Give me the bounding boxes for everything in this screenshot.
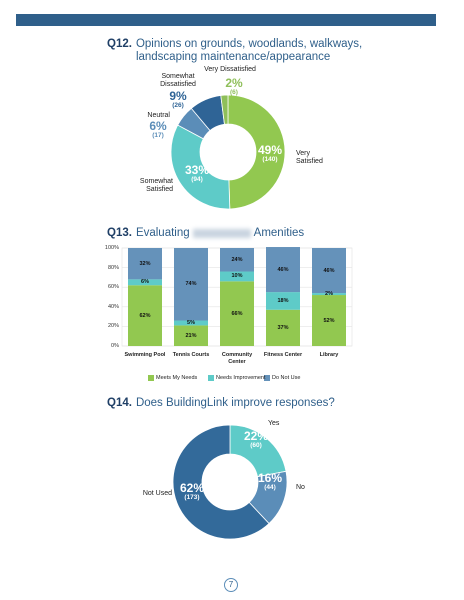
segment-count: (6) [230, 89, 238, 96]
segment-label: Somewhat Satisfied [139, 178, 173, 193]
y-tick-label: 0% [111, 343, 119, 349]
bar-value-label: 24% [231, 256, 243, 263]
segment-percent: 9% [169, 89, 187, 103]
question-text: Opinions on grounds, woodlands, walkways… [135, 38, 363, 63]
bar-segment [312, 295, 346, 346]
segment-count: (17) [152, 132, 164, 139]
donut-segment [227, 94, 286, 210]
donut-segment [172, 424, 270, 540]
segment-label: Neutral [147, 112, 170, 119]
segment-percent: 33% [184, 163, 210, 177]
segment-percent: 22% [243, 429, 269, 443]
x-tick-label: Swimming Pool [124, 352, 166, 358]
bar-segment [174, 248, 208, 321]
question-title: Q14. Does BuildingLink improve responses? [107, 397, 407, 410]
bar-segment [128, 279, 162, 286]
segment-count: (173) [184, 494, 200, 501]
question-text: Does BuildingLink improve responses? [135, 397, 335, 409]
bar-value-label: 21% [185, 332, 197, 339]
bar-segment [266, 247, 300, 293]
bar-value-label: 37% [277, 324, 289, 331]
segment-label: Very Satisfied [296, 150, 323, 165]
bar-value-label: 2% [325, 291, 333, 298]
question-number: Q12. [107, 38, 132, 50]
bar-value-label: 74% [185, 281, 197, 288]
header-banner [16, 14, 436, 26]
segment-percent: 49% [257, 143, 283, 157]
bar-value-label: 10% [231, 273, 243, 280]
y-tick-label: 100% [104, 245, 119, 251]
y-tick-label: 40% [107, 303, 119, 310]
bar-segment [312, 293, 346, 296]
bar-segment [174, 320, 208, 326]
question-number: Q13. [107, 227, 132, 239]
bar-value-label: 5% [187, 319, 195, 326]
x-tick-label: Library [319, 352, 339, 358]
bar-segment [174, 325, 208, 346]
bar-segment [128, 285, 162, 346]
segment-count: (44) [264, 484, 276, 491]
segment-label: Somewhat Dissatisfied [160, 73, 196, 88]
segment-percent: 16% [257, 471, 283, 485]
question-title: Q12. Opinions on grounds, woodlands, walk… [107, 38, 387, 64]
bar-segment [266, 292, 300, 310]
y-tick-label: 80% [107, 264, 119, 271]
y-tick-label: 60% [107, 284, 119, 291]
donut-segment [220, 94, 229, 125]
segment-percent: 2% [225, 76, 243, 90]
question-number: Q14. [107, 397, 132, 409]
segment-count: (26) [172, 102, 184, 109]
page-number: 7 [224, 578, 238, 592]
question-title: Q13. Evaluating Amenities [107, 227, 407, 240]
x-tick-label: Community Center [221, 352, 253, 365]
segment-label: Yes [268, 420, 280, 427]
bar-segment [220, 271, 254, 282]
segment-percent: 62% [179, 481, 205, 495]
bar-segment [266, 309, 300, 346]
bar-segment [220, 248, 254, 272]
legend-label: Meets My Needs [156, 375, 198, 381]
segment-label: Not Used [142, 490, 172, 497]
segment-label: No [296, 484, 305, 491]
bar-segment [220, 281, 254, 346]
bar-value-label: 66% [231, 310, 243, 317]
bar-value-label: 18% [277, 297, 289, 304]
legend-swatch [148, 375, 154, 381]
bar-segment [128, 248, 162, 280]
segment-count: (60) [250, 442, 262, 449]
legend-swatch [208, 375, 214, 381]
donut-segment [170, 124, 231, 210]
x-tick-label: Fitness Center [263, 352, 303, 358]
bar-value-label: 32% [139, 260, 151, 267]
legend-label: Do Not Use [272, 375, 301, 381]
bar-value-label: 46% [277, 266, 289, 273]
segment-label: Very Dissatisfied [204, 66, 256, 73]
segment-count: (140) [262, 156, 278, 163]
x-tick-label: Tennis Courts [172, 352, 210, 358]
bar-value-label: 62% [139, 312, 151, 319]
bar-value-label: 6% [141, 279, 149, 286]
question-text: Evaluating [135, 227, 190, 239]
bar-segment [312, 248, 346, 294]
question-text-end: Amenities [253, 227, 305, 239]
redacted-name [192, 229, 251, 238]
y-tick-label: 20% [107, 323, 119, 330]
bar-value-label: 52% [323, 317, 335, 324]
segment-percent: 6% [149, 119, 167, 133]
segment-count: (94) [191, 176, 203, 183]
legend-label: Needs Improvement [216, 375, 266, 381]
bar-value-label: 46% [323, 267, 335, 274]
legend-swatch [264, 375, 270, 381]
